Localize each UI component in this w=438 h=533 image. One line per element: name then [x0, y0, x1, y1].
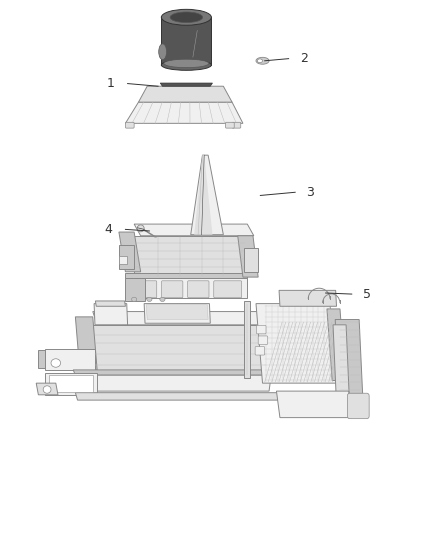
Polygon shape [73, 370, 267, 375]
Polygon shape [93, 312, 271, 325]
Text: 4: 4 [104, 223, 112, 236]
Polygon shape [125, 273, 247, 278]
Ellipse shape [257, 59, 262, 63]
Polygon shape [238, 236, 258, 277]
Polygon shape [244, 248, 258, 272]
Ellipse shape [43, 386, 51, 393]
Polygon shape [78, 375, 271, 391]
Ellipse shape [147, 297, 152, 302]
Ellipse shape [51, 359, 60, 367]
Polygon shape [125, 278, 145, 301]
FancyBboxPatch shape [258, 336, 268, 344]
Polygon shape [144, 304, 210, 323]
Polygon shape [119, 256, 127, 264]
Polygon shape [276, 391, 352, 418]
Ellipse shape [159, 44, 166, 60]
Polygon shape [333, 325, 350, 405]
FancyBboxPatch shape [125, 122, 134, 128]
Text: 3: 3 [307, 186, 314, 199]
Polygon shape [138, 86, 232, 102]
Polygon shape [327, 309, 345, 381]
Polygon shape [119, 245, 134, 269]
FancyBboxPatch shape [347, 393, 369, 419]
Polygon shape [146, 305, 208, 319]
Polygon shape [335, 319, 363, 394]
FancyBboxPatch shape [256, 325, 266, 334]
FancyBboxPatch shape [255, 346, 265, 355]
Ellipse shape [161, 60, 212, 70]
Polygon shape [75, 317, 97, 370]
Polygon shape [244, 301, 251, 378]
Text: 1: 1 [106, 77, 114, 90]
Ellipse shape [137, 225, 144, 232]
Polygon shape [94, 304, 127, 325]
Polygon shape [191, 155, 223, 235]
Ellipse shape [160, 297, 165, 302]
Polygon shape [45, 349, 95, 370]
Ellipse shape [164, 59, 209, 68]
Polygon shape [45, 373, 97, 395]
Text: 2: 2 [300, 52, 308, 65]
Polygon shape [134, 236, 247, 277]
Polygon shape [119, 232, 141, 272]
FancyBboxPatch shape [162, 281, 183, 298]
Ellipse shape [131, 297, 137, 302]
Polygon shape [125, 102, 243, 123]
FancyBboxPatch shape [187, 281, 209, 298]
Polygon shape [93, 325, 267, 375]
Polygon shape [49, 375, 93, 392]
Ellipse shape [161, 10, 212, 25]
Polygon shape [134, 224, 254, 236]
FancyBboxPatch shape [135, 281, 157, 298]
Ellipse shape [256, 58, 269, 64]
Polygon shape [279, 290, 336, 306]
Text: 5: 5 [363, 288, 371, 301]
Ellipse shape [170, 12, 203, 22]
Polygon shape [36, 383, 58, 395]
Polygon shape [75, 393, 280, 400]
FancyBboxPatch shape [232, 122, 241, 128]
Polygon shape [134, 278, 247, 298]
FancyBboxPatch shape [226, 122, 234, 128]
Polygon shape [194, 155, 212, 235]
Polygon shape [95, 301, 125, 306]
Polygon shape [256, 304, 336, 383]
Polygon shape [39, 350, 45, 368]
Polygon shape [160, 83, 212, 86]
FancyBboxPatch shape [214, 281, 242, 298]
Polygon shape [161, 17, 212, 65]
